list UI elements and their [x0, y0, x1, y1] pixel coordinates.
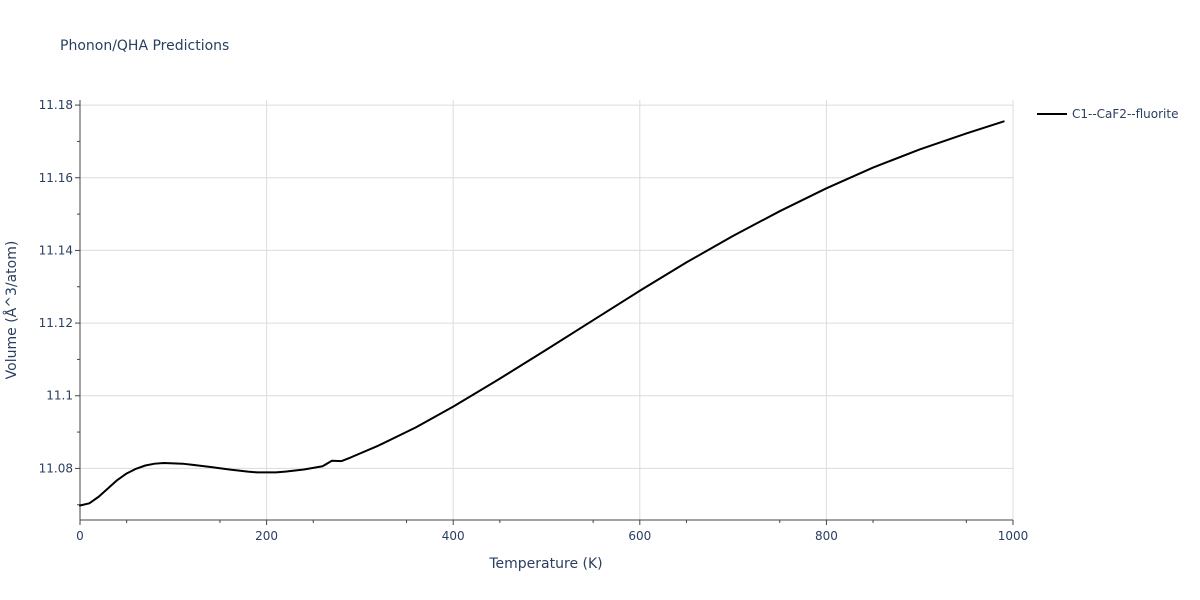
y-tick-label: 11.18: [39, 98, 73, 112]
series-line: [79, 120, 1005, 507]
x-axis-ticks: 0 200 400 600 800 1000: [76, 520, 1028, 543]
y-tick-label: 11.16: [39, 171, 73, 185]
legend-label: C1--CaF2--fluorite: [1072, 107, 1178, 121]
grid: [80, 100, 1014, 520]
y-axis-ticks: 11.08 11.1 11.12 11.14 11.16 11.18: [39, 98, 80, 506]
x-tick-label: 800: [815, 529, 838, 543]
x-axis-title: Temperature (K): [488, 556, 602, 572]
y-axis-title: Volume (Å^3/atom): [3, 241, 20, 380]
legend[interactable]: C1--CaF2--fluorite: [1037, 107, 1178, 121]
series-layer: [79, 120, 1005, 507]
chart-title: Phonon/QHA Predictions: [60, 38, 229, 54]
axes: [79, 100, 1013, 521]
x-tick-label: 200: [255, 529, 278, 543]
x-tick-label: 400: [442, 529, 465, 543]
y-tick-label: 11.1: [46, 389, 73, 403]
y-tick-label: 11.12: [39, 316, 73, 330]
x-tick-label: 0: [76, 529, 84, 543]
x-tick-label: 600: [628, 529, 651, 543]
y-tick-label: 11.14: [39, 243, 73, 257]
x-tick-label: 1000: [998, 529, 1029, 543]
y-tick-label: 11.08: [39, 461, 73, 475]
